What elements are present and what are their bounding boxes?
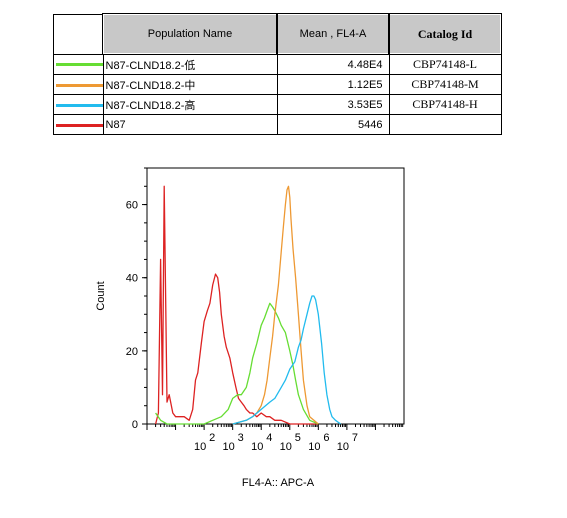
x-tick-label: 10 (308, 441, 320, 453)
x-tick-exponent: 7 (352, 432, 358, 444)
legend-swatch-low (56, 63, 103, 67)
x-tick-label: 10 (223, 441, 235, 453)
y-axis-label: Count (95, 281, 107, 310)
legend-swatch-mid (56, 83, 103, 87)
x-tick-exponent: 6 (323, 432, 329, 444)
series-line-2 (232, 185, 319, 425)
series-line-1 (155, 302, 319, 425)
legend-swatch-n87 (56, 123, 103, 127)
population-name: N87-CLND18.2-低 (102, 53, 278, 75)
x-tick-label: 10 (337, 441, 349, 453)
swatch-header (53, 13, 104, 55)
catalog-id (388, 114, 502, 135)
population-name: N87 (102, 114, 278, 135)
x-tick-label: 10 (251, 441, 263, 453)
chart-series (154, 185, 341, 425)
x-tick-exponent: 3 (238, 432, 244, 444)
population-name: N87-CLND18.2-中 (102, 74, 278, 95)
x-tick-exponent: 2 (209, 432, 215, 444)
legend-row-mid: N87-CLND18.2-中 1.12E5 CBP74148-M (53, 74, 502, 95)
y-tick-label: 20 (126, 346, 138, 358)
y-tick-label: 40 (126, 273, 138, 285)
swatch-cell (53, 114, 104, 135)
legend-swatch-high (56, 103, 103, 107)
series-line-0 (154, 185, 319, 425)
legend-row-low: N87-CLND18.2-低 4.48E4 CBP74148-L (53, 53, 502, 75)
legend-row-high: N87-CLND18.2-高 3.53E5 CBP74148-H (53, 94, 502, 115)
legend-row-n87: N87 5446 (53, 114, 502, 135)
y-tick-label: 0 (132, 419, 138, 431)
mean-header: Mean , FL4-A (276, 13, 390, 55)
series-line-3 (232, 295, 341, 425)
catalog-id: CBP74148-M (388, 74, 502, 95)
legend-header-row: Population Name Mean , FL4-A Catalog Id (53, 13, 502, 55)
y-tick-label: 60 (126, 200, 138, 212)
catalog-id-header: Catalog Id (388, 13, 502, 55)
plot-frame (146, 167, 405, 425)
x-tick-exponent: 5 (295, 432, 301, 444)
legend-table: Population Name Mean , FL4-A Catalog Id … (53, 13, 502, 135)
x-tick-label: 10 (280, 441, 292, 453)
population-name-header: Population Name (102, 13, 278, 55)
x-axis-label: FL4-A:: APC-A (242, 477, 315, 489)
x-tick-label: 10 (194, 441, 206, 453)
x-tick-exponent: 4 (266, 432, 272, 444)
